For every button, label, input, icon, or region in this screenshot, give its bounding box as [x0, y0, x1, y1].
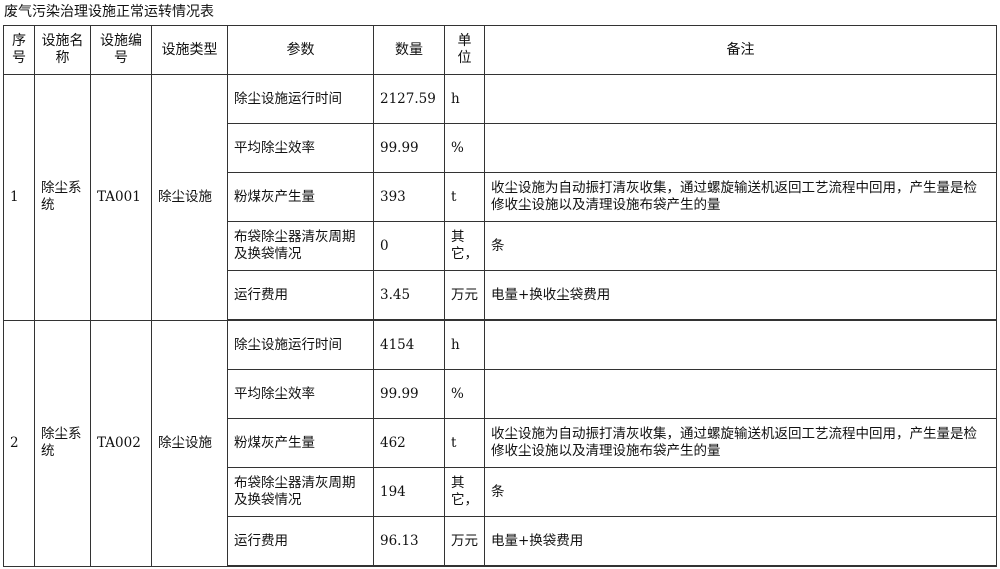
cell-param: 除尘设施运行时间 — [227, 74, 374, 124]
cell-param: 运行费用 — [227, 516, 374, 567]
cell-param: 粉煤灰产生量 — [227, 172, 374, 222]
header-no: 序号 — [3, 25, 35, 75]
cell-code: TA001 — [90, 74, 152, 321]
cell-note: 电量+换袋费用 — [484, 516, 997, 567]
cell-unit: t — [444, 418, 485, 468]
cell-unit: 其它， — [444, 467, 485, 517]
cell-note: 条 — [484, 467, 997, 517]
cell-qty: 393 — [373, 172, 445, 222]
header-note: 备注 — [484, 25, 997, 75]
header-qty: 数量 — [373, 25, 445, 75]
cell-qty: 99.99 — [373, 123, 445, 173]
cell-unit: h — [444, 74, 485, 124]
cell-qty: 96.13 — [373, 516, 445, 567]
cell-type: 除尘设施 — [151, 319, 228, 567]
cell-unit: 万元 — [444, 516, 485, 567]
cell-qty: 0 — [373, 221, 445, 271]
facility-table: 序号 设施名称 设施编号 设施类型 参数 数量 单位 备注 1 除尘系统 TA001… — [3, 25, 997, 567]
cell-param: 布袋除尘器清灰周期及换袋情况 — [227, 221, 374, 271]
table-row: 运行费用 96.13 万元 电量+换袋费用 — [4, 516, 997, 567]
cell-note: 收尘设施为自动振打清灰收集，通过螺旋输送机返回工艺流程中回用，产生量是检修收尘设… — [484, 418, 997, 468]
cell-qty: 2127.59 — [373, 74, 445, 124]
cell-note — [484, 123, 997, 173]
cell-qty: 3.45 — [373, 270, 445, 321]
cell-type: 除尘设施 — [151, 74, 228, 321]
cell-param: 布袋除尘器清灰周期及换袋情况 — [227, 467, 374, 517]
cell-param: 除尘设施运行时间 — [227, 319, 374, 370]
cell-note: 电量+换收尘袋费用 — [484, 270, 997, 321]
cell-note: 条 — [484, 221, 997, 271]
cell-note — [484, 319, 997, 370]
cell-no: 1 — [3, 74, 35, 321]
table-row: 布袋除尘器清灰周期及换袋情况 194 其它，条 — [4, 467, 997, 517]
cell-name: 除尘系统 — [34, 319, 91, 567]
table-row: 运行费用 3.45 万元 电量+换收尘袋费用 — [4, 270, 997, 321]
cell-no: 2 — [3, 319, 35, 567]
cell-unit: % — [444, 369, 485, 419]
cell-qty: 462 — [373, 418, 445, 468]
cell-name: 除尘系统 — [34, 74, 91, 321]
header-name: 设施名称 — [34, 25, 91, 75]
cell-unit: t — [444, 172, 485, 222]
cell-qty: 194 — [373, 467, 445, 517]
cell-note — [484, 74, 997, 124]
header-row: 序号 设施名称 设施编号 设施类型 参数 数量 单位 备注 — [3, 25, 997, 75]
cell-param: 运行费用 — [227, 270, 374, 321]
cell-unit: % — [444, 123, 485, 173]
cell-unit: 万元 — [444, 270, 485, 321]
cell-param: 粉煤灰产生量 — [227, 418, 374, 468]
cell-qty: 4154 — [373, 319, 445, 370]
header-param: 参数 — [227, 25, 374, 75]
cell-note: 收尘设施为自动振打清灰收集，通过螺旋输送机返回工艺流程中回用，产生量是检修收尘设… — [484, 172, 997, 222]
page-title: 废气污染治理设施正常运转情况表 — [4, 4, 214, 20]
cell-unit: h — [444, 319, 485, 370]
table-row: 粉煤灰产生量 462 t 收尘设施为自动振打清灰收集，通过螺旋输送机返回工艺流程中回用… — [4, 418, 997, 468]
cell-note — [484, 369, 997, 419]
cell-unit: 其它， — [444, 221, 485, 271]
header-code: 设施编号 — [90, 25, 152, 75]
cell-code: TA002 — [90, 319, 152, 567]
header-type: 设施类型 — [151, 25, 228, 75]
header-unit: 单位 — [444, 25, 485, 75]
table-row: 布袋除尘器清灰周期及换袋情况 0 其它，条 — [4, 221, 997, 271]
table-row: 平均除尘效率 99.99% — [4, 369, 997, 419]
cell-qty: 99.99 — [373, 369, 445, 419]
table-row: 1 除尘系统 TA001 除尘设施 除尘设施运行时间 2127.59 h — [3, 74, 997, 321]
cell-param: 平均除尘效率 — [227, 369, 374, 419]
table-row: 2 除尘系统 TA002 除尘设施 除尘设施运行时间 4154 h — [3, 319, 997, 567]
table-row: 粉煤灰产生量 393 t 收尘设施为自动振打清灰收集，通过螺旋输送机返回工艺流程中回用… — [4, 172, 997, 222]
cell-param: 平均除尘效率 — [227, 123, 374, 173]
table-row: 平均除尘效率 99.99% — [4, 123, 997, 173]
